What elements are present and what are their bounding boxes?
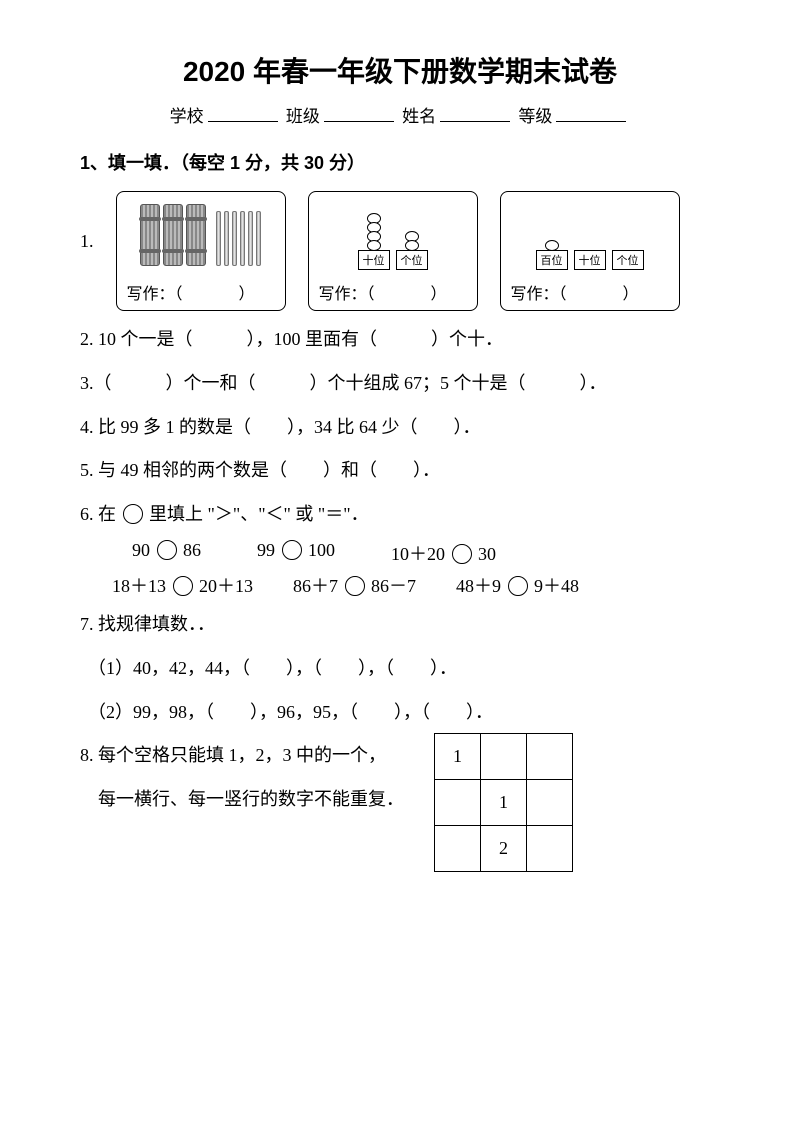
abacus-2rod: 十位个位 <box>355 200 431 270</box>
question-8: 8. 每个空格只能填 1，2，3 中的一个， 每一横行、每一竖行的数字不能重复．… <box>80 737 720 872</box>
q6-item: 18＋13 20＋13 <box>112 572 253 598</box>
question-7-head: 7. 找规律填数．． <box>80 606 720 644</box>
q6-item: 48＋9 9＋48 <box>456 572 579 598</box>
label-grade: 等级 <box>518 107 552 126</box>
blank-grade[interactable] <box>556 121 626 122</box>
q8-line2: 每一横行、每一竖行的数字不能重复． <box>98 781 404 819</box>
q1-box-abacus-2: 十位个位 写作：（ ） <box>308 191 478 311</box>
circle-blank[interactable] <box>452 544 472 564</box>
blank-name[interactable] <box>440 121 510 122</box>
grid-cell[interactable]: 2 <box>481 826 527 872</box>
q6-row1: 90 86 99 100 10＋20 30 <box>132 540 720 566</box>
q6-row2: 18＋13 20＋13 86＋7 86－7 48＋9 9＋48 <box>112 572 720 598</box>
q1-number: 1. <box>80 191 94 252</box>
grid-cell[interactable] <box>527 780 573 826</box>
write-label-b: 写作： <box>319 286 367 303</box>
paren-a[interactable]: （ ） <box>175 286 257 303</box>
question-3: 3.（ ）个一和（ ）个十组成 67；5 个十是（ ）． <box>80 365 720 403</box>
section-1-head: 1、填一填．（每空 1 分，共 30 分） <box>80 149 720 175</box>
label-class: 班级 <box>286 107 320 126</box>
blank-school[interactable] <box>208 121 278 122</box>
paren-c[interactable]: （ ） <box>559 286 641 303</box>
grid-cell[interactable] <box>481 734 527 780</box>
circle-icon <box>123 504 143 524</box>
q7-b: （2）99，98，（ ），96，95，（ ），（ ）． <box>88 694 720 732</box>
abacus-3rod: 百位十位个位 <box>533 200 647 270</box>
blank-class[interactable] <box>324 121 394 122</box>
write-label-a: 写作： <box>127 286 175 303</box>
q7-a: （1）40，42，44，（ ），（ ），（ ）． <box>88 650 720 688</box>
q6-item: 90 86 <box>132 540 201 566</box>
q8-grid: 112 <box>434 733 573 872</box>
question-1: 1. 写作：（ ） 十位个位 写作：（ ） 百位十位个位 写作：（ ） <box>80 191 720 311</box>
grid-cell[interactable] <box>435 780 481 826</box>
circle-blank[interactable] <box>508 576 528 596</box>
q6-item: 86＋7 86－7 <box>293 572 416 598</box>
grid-cell[interactable]: 1 <box>481 780 527 826</box>
info-line: 学校 班级 姓名 等级 <box>80 102 720 127</box>
circle-blank[interactable] <box>157 540 177 560</box>
q8-line1: 8. 每个空格只能填 1，2，3 中的一个， <box>80 737 404 775</box>
sticks-diagram <box>140 200 261 266</box>
write-label-c: 写作： <box>511 286 559 303</box>
circle-blank[interactable] <box>173 576 193 596</box>
question-5: 5. 与 49 相邻的两个数是（ ）和（ ）． <box>80 452 720 490</box>
label-name: 姓名 <box>402 107 436 126</box>
q1-box-abacus-3: 百位十位个位 写作：（ ） <box>500 191 680 311</box>
question-4: 4. 比 99 多 1 的数是（ ），34 比 64 少（ ）． <box>80 409 720 447</box>
paren-b[interactable]: （ ） <box>367 286 449 303</box>
q6-item: 10＋20 30 <box>391 540 496 566</box>
grid-cell[interactable]: 1 <box>435 734 481 780</box>
circle-blank[interactable] <box>282 540 302 560</box>
label-school: 学校 <box>170 107 204 126</box>
page-title: 2020 年春一年级下册数学期末试卷 <box>80 50 720 90</box>
question-6-head: 6. 在 里填上 "＞"、"＜" 或 "＝"． <box>80 496 720 534</box>
q6-item: 99 100 <box>257 540 335 566</box>
circle-blank[interactable] <box>345 576 365 596</box>
grid-cell[interactable] <box>527 826 573 872</box>
grid-cell[interactable] <box>527 734 573 780</box>
q1-box-sticks: 写作：（ ） <box>116 191 286 311</box>
grid-cell[interactable] <box>435 826 481 872</box>
question-2: 2. 10 个一是（ ），100 里面有（ ）个十． <box>80 321 720 359</box>
